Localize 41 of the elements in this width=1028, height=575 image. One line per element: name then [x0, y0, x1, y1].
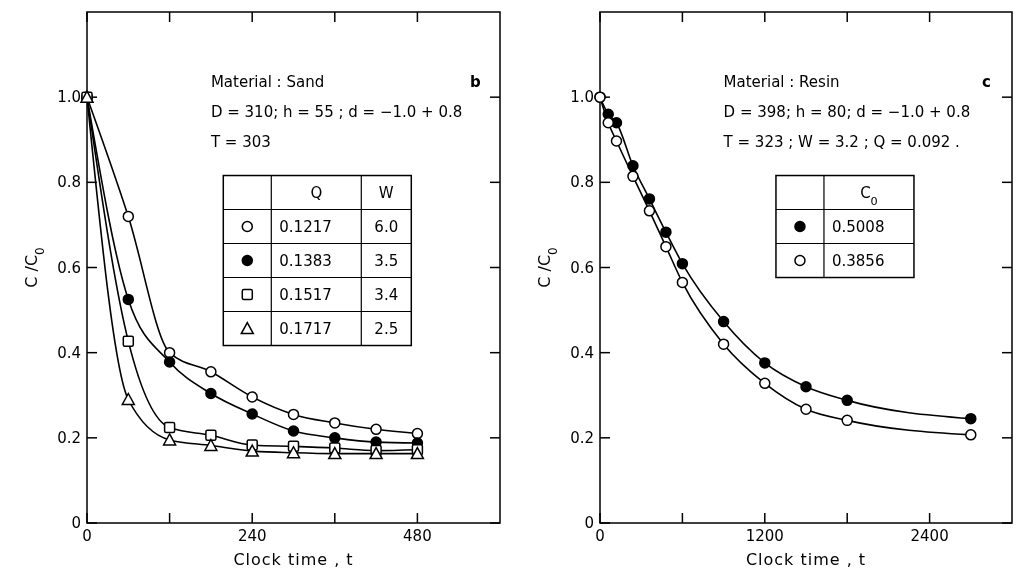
y-tick-label: 0.6	[57, 258, 81, 277]
x-tick-label: 1200	[745, 527, 784, 545]
y-tick-label: 0.8	[570, 173, 594, 192]
annotation: Material : Resin	[723, 73, 840, 91]
annotation: 6.0	[374, 217, 399, 236]
y-tick-label: 0.2	[57, 428, 81, 447]
legend-label: 0.1383	[279, 251, 332, 270]
annotation: T = 323 ; W = 3.2 ; Q = 0.092 .	[722, 133, 960, 151]
y-tick-label: 1.0	[570, 88, 594, 107]
x-tick-label: 2400	[910, 527, 949, 545]
y-tick-label: 0.8	[57, 173, 81, 192]
annotation: 2.5	[374, 319, 399, 338]
x-tick-label: 0	[82, 527, 92, 545]
legend-title: C$_{0}$	[860, 183, 878, 208]
annotation: b	[470, 73, 481, 91]
annotation: 3.5	[374, 251, 399, 270]
y-tick-label: 0.4	[57, 343, 81, 362]
y-tick-label: 0.4	[570, 343, 594, 362]
annotation: D = 398; h = 80; d = −1.0 + 0.8	[723, 103, 971, 121]
annotation: Material : Sand	[210, 73, 325, 91]
x-axis-title: Clock time , t	[745, 550, 867, 569]
annotation: 3.4	[374, 285, 399, 304]
x-axis-title: Clock time , t	[233, 550, 354, 569]
legend-label: 0.1717	[279, 319, 332, 338]
legend-label: 0.3856	[831, 251, 885, 270]
legend-label: 0.1217	[279, 217, 332, 236]
x-tick-label: 240	[237, 527, 267, 545]
y-tick-label: 1.0	[57, 88, 81, 107]
annotation: W	[378, 183, 394, 202]
y-tick-label: 0.2	[570, 428, 594, 447]
annotation: c	[982, 73, 991, 91]
y-tick-label: 0.6	[570, 258, 594, 277]
x-tick-label: 0	[595, 527, 605, 545]
legend-label: 0.1517	[279, 285, 332, 304]
annotation: T = 303	[209, 133, 271, 151]
legend-title: Q	[310, 183, 323, 202]
y-tick-label: 0	[584, 514, 594, 532]
y-tick-label: 0	[71, 514, 81, 532]
legend-label: 0.5008	[831, 217, 885, 236]
x-tick-label: 480	[403, 527, 432, 545]
annotation: D = 310; h = 55 ; d = −1.0 + 0.8	[210, 103, 463, 121]
